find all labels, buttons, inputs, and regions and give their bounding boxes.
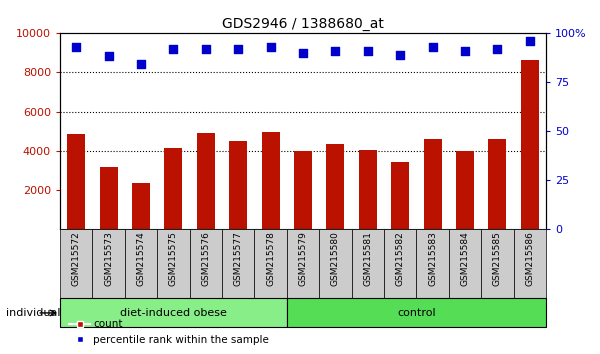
Bar: [488, 139, 506, 229]
Bar: [521, 61, 539, 229]
Bar: [352, 229, 384, 298]
Text: individual: individual: [6, 308, 61, 318]
Bar: [132, 183, 150, 229]
Bar: [60, 229, 92, 298]
Bar: [287, 229, 319, 298]
Point: [233, 46, 243, 51]
Text: GSM215572: GSM215572: [72, 232, 80, 286]
Point: [428, 44, 437, 50]
Text: GSM215584: GSM215584: [461, 232, 469, 286]
Bar: [326, 144, 344, 229]
Bar: [222, 229, 254, 298]
Text: GSM215576: GSM215576: [202, 232, 211, 286]
Bar: [125, 229, 157, 298]
Text: GSM215582: GSM215582: [396, 232, 404, 286]
Point: [298, 50, 308, 55]
Bar: [424, 139, 442, 229]
Point: [201, 46, 211, 51]
Bar: [416, 229, 449, 298]
Bar: [254, 229, 287, 298]
Bar: [190, 229, 222, 298]
Bar: [92, 229, 125, 298]
Text: GSM215585: GSM215585: [493, 232, 502, 286]
Bar: [294, 151, 312, 229]
Bar: [319, 229, 352, 298]
Point: [395, 52, 405, 57]
Point: [266, 44, 275, 50]
Bar: [384, 229, 416, 298]
Text: control: control: [397, 308, 436, 318]
Point: [169, 46, 178, 51]
Bar: [391, 162, 409, 229]
Text: GSM215586: GSM215586: [526, 232, 534, 286]
Point: [460, 48, 470, 53]
Bar: [100, 166, 118, 229]
Bar: [481, 229, 514, 298]
Text: GSM215577: GSM215577: [234, 232, 242, 286]
Text: GSM215578: GSM215578: [266, 232, 275, 286]
Bar: [456, 151, 474, 229]
Point: [71, 44, 81, 50]
Bar: [157, 229, 190, 298]
Point: [104, 54, 113, 59]
Bar: [514, 229, 546, 298]
Bar: [262, 132, 280, 229]
Bar: [359, 150, 377, 229]
Point: [363, 48, 373, 53]
Text: GSM215583: GSM215583: [428, 232, 437, 286]
Text: GSM215575: GSM215575: [169, 232, 178, 286]
Bar: [67, 134, 85, 229]
Text: GSM215581: GSM215581: [363, 232, 372, 286]
Point: [525, 38, 535, 44]
Text: diet-induced obese: diet-induced obese: [120, 308, 227, 318]
Legend: count, percentile rank within the sample: count, percentile rank within the sample: [65, 315, 274, 349]
Bar: [449, 229, 481, 298]
Text: GSM215580: GSM215580: [331, 232, 340, 286]
Point: [136, 62, 146, 67]
Text: GSM215579: GSM215579: [299, 232, 308, 286]
Bar: [197, 133, 215, 229]
Text: GSM215573: GSM215573: [104, 232, 113, 286]
Point: [331, 48, 340, 53]
Point: [493, 46, 502, 51]
Bar: [287, 298, 546, 327]
Bar: [60, 298, 287, 327]
Bar: [164, 148, 182, 229]
Bar: [229, 141, 247, 229]
Text: GSM215574: GSM215574: [137, 232, 146, 286]
Title: GDS2946 / 1388680_at: GDS2946 / 1388680_at: [222, 17, 384, 30]
